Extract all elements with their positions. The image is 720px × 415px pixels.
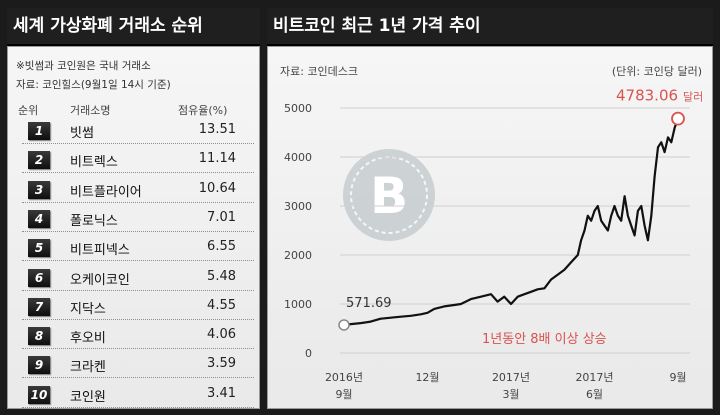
- rank-number: 9: [28, 356, 50, 375]
- rank-number: 1: [28, 122, 50, 140]
- rank-number: 7: [28, 297, 50, 316]
- exchange-name: 크라켄: [70, 360, 106, 376]
- ranking-row: 6 오케이코인 5.48: [22, 266, 254, 291]
- chart-title: 비트코인 최근 1년 가격 추이: [267, 8, 713, 46]
- ranking-row: 1 빗썸 13.51: [22, 119, 254, 144]
- market-share: 11.14: [198, 151, 236, 167]
- growth-annotation: 1년동안 8배 이상 상승: [482, 332, 607, 347]
- svg-text:B: B: [370, 167, 408, 225]
- market-share: 4.06: [207, 327, 236, 343]
- header-name: 거래소명: [70, 104, 111, 117]
- start-value-label: 571.69: [346, 296, 392, 311]
- ranking-row: 7 지닥스 4.55: [22, 295, 254, 320]
- y-tick-label: 5000: [284, 102, 312, 115]
- rank-number: 4: [28, 209, 50, 228]
- rank-number: 2: [28, 151, 50, 170]
- rank-number: 6: [28, 268, 50, 287]
- rank-number: 3: [28, 180, 50, 199]
- ranking-row: 5 비트피넥스 6.55: [22, 236, 254, 262]
- exchange-name: 오케이코인: [70, 272, 130, 288]
- market-share: 3.59: [207, 356, 236, 372]
- rank-number: 5: [28, 239, 50, 258]
- x-tick-label-sub: 9월: [335, 388, 352, 401]
- end-value-label: 4783.06: [616, 87, 678, 105]
- x-tick-label: 9월: [669, 371, 686, 384]
- exchange-name: 비트피넥스: [70, 243, 130, 259]
- exchange-name: 비트플라이어: [70, 184, 142, 200]
- end-value-unit: 달러: [683, 91, 703, 104]
- y-tick-label: 1000: [284, 298, 312, 311]
- ranking-row: 2 비트렉스 11.14: [22, 148, 254, 174]
- exchange-name: 후오비: [70, 331, 106, 347]
- rank-number: 10: [28, 385, 50, 404]
- x-tick-label: 2017년: [575, 371, 613, 384]
- market-share: 13.51: [198, 122, 236, 137]
- x-tick-label: 12월: [415, 371, 439, 384]
- ranking-row: 4 폴로닉스 7.01: [22, 207, 254, 232]
- market-share: 7.01: [207, 209, 236, 225]
- market-share: 3.41: [207, 385, 236, 401]
- exchange-name: 폴로닉스: [70, 213, 118, 229]
- price-line-chart: B 0 1000 2000 3000 4000 5000 2016년 9월 12월 2017년 3월…: [284, 87, 703, 401]
- ranking-body: ※빗썸과 코인원은 국내 거래소 자료: 코인힐스(9월1일 14시 기준) 순…: [7, 46, 260, 409]
- y-tick-label: 2000: [284, 249, 312, 262]
- exchange-name: 코인원: [70, 389, 106, 405]
- x-tick-label: 2017년: [492, 371, 530, 384]
- bitcoin-logo-icon: B: [343, 149, 435, 241]
- chart-body: 자료: 코인데스크 (단위: 코인당 달러) B 0 1000 2000 3000 40…: [267, 46, 713, 409]
- market-share: 4.55: [207, 297, 236, 313]
- ranking-row: 10 코인원 3.41: [22, 383, 254, 408]
- exchange-name: 지닥스: [70, 301, 106, 317]
- market-share: 10.64: [198, 180, 236, 196]
- y-tick-label: 0: [305, 347, 312, 360]
- header-share: 점유율(%): [178, 104, 228, 117]
- end-point-marker: [671, 111, 685, 126]
- x-tick-label-sub: 6월: [586, 388, 603, 401]
- market-share: 5.48: [207, 268, 236, 284]
- exchange-ranking-panel: 세계 가상화폐 거래소 순위 ※빗썸과 코인원은 국내 거래소 자료: 코인힐스…: [7, 8, 260, 409]
- market-share: 6.55: [207, 239, 236, 255]
- ranking-row: 8 후오비 4.06: [22, 324, 254, 350]
- ranking-row: 3 비트플라이어 10.64: [22, 178, 254, 203]
- price-trend-panel: 비트코인 최근 1년 가격 추이 자료: 코인데스크 (단위: 코인당 달러) …: [267, 8, 713, 409]
- start-point-marker: [338, 319, 350, 331]
- ranking-source: 자료: 코인힐스(9월1일 14시 기준): [16, 79, 171, 91]
- rank-number: 8: [28, 327, 50, 346]
- y-tick-label: 3000: [284, 200, 312, 213]
- ranking-note: ※빗썸과 코인원은 국내 거래소: [16, 60, 151, 72]
- chart-source: 자료: 코인데스크: [280, 65, 359, 78]
- header-rank: 순위: [18, 104, 39, 117]
- ranking-title: 세계 가상화폐 거래소 순위: [7, 8, 260, 46]
- x-tick-label-sub: 3월: [502, 388, 519, 401]
- y-tick-label: 4000: [284, 151, 312, 164]
- exchange-name: 비트렉스: [70, 155, 118, 171]
- x-tick-label: 2016년: [325, 371, 363, 384]
- price-series-line: [343, 118, 680, 327]
- chart-unit: (단위: 코인당 달러): [611, 65, 702, 78]
- ranking-row: 9 크라켄 3.59: [22, 353, 254, 379]
- exchange-name: 빗썸: [70, 126, 94, 141]
